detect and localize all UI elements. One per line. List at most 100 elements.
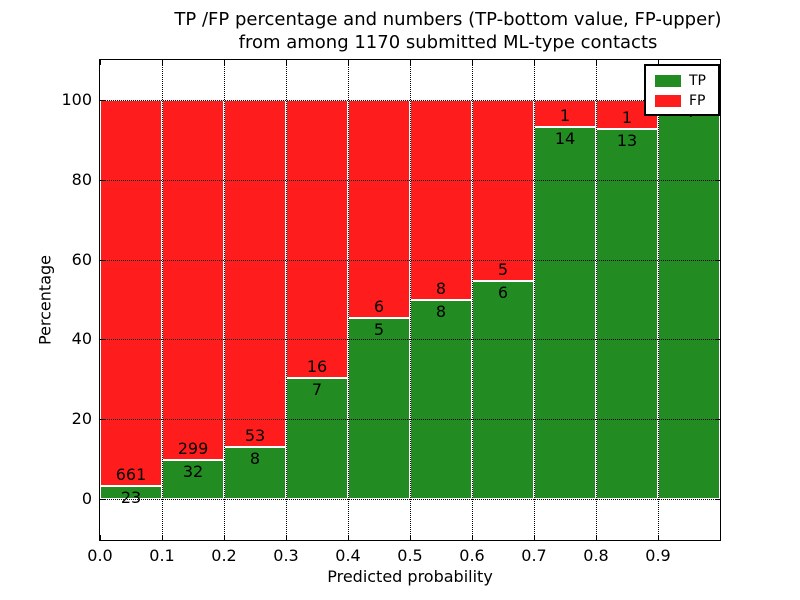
x-tick-label: 0.6 <box>459 546 485 565</box>
chart-title: TP /FP percentage and numbers (TP-bottom… <box>98 8 798 54</box>
fp-count-label: 1 <box>559 105 571 125</box>
chart-title-line2: from among 1170 submitted ML-type contac… <box>238 32 658 53</box>
x-tick-mark <box>534 535 535 540</box>
x-tick-mark <box>286 535 287 540</box>
chart-title-line1: TP /FP percentage and numbers (TP-bottom… <box>174 9 722 30</box>
x-tick-mark <box>472 535 473 540</box>
x-tick-mark <box>658 535 659 540</box>
y-tick-mark <box>100 339 105 341</box>
x-gridline <box>596 60 597 540</box>
x-tick-mark <box>162 60 163 65</box>
tp-count-label: 13 <box>616 130 638 150</box>
fp-count-label: 53 <box>244 425 266 445</box>
y-tick-label: 0 <box>81 489 92 508</box>
x-gridline <box>658 60 659 540</box>
fp-bar <box>162 100 224 461</box>
y-tick-mark <box>100 179 105 181</box>
x-tick-label: 0.8 <box>583 546 609 565</box>
tp-bar <box>100 485 162 499</box>
tp-bar <box>472 281 534 499</box>
y-tick-mark <box>715 419 720 421</box>
legend: TP FP <box>644 64 720 116</box>
x-tick-mark <box>596 60 597 65</box>
fp-count-label: 16 <box>306 356 328 376</box>
y-tick-label: 40 <box>71 329 92 349</box>
fp-count-label: 8 <box>435 278 447 298</box>
fp-count-label: 6 <box>373 296 385 316</box>
tp-count-label: 23 <box>120 487 142 507</box>
legend-item-fp: FP <box>646 91 718 111</box>
y-tick-mark <box>715 339 720 341</box>
tp-bar <box>162 460 224 499</box>
y-tick-label: 20 <box>71 409 92 429</box>
y-tick-mark <box>715 259 720 261</box>
y-tick-mark <box>100 259 105 261</box>
x-tick-label: 0.2 <box>211 546 237 565</box>
tp-count-label: 32 <box>182 462 204 482</box>
fp-count-label: 1 <box>621 107 633 127</box>
x-tick-mark <box>162 535 163 540</box>
y-tick-label: 100 <box>61 90 92 109</box>
fp-bar <box>410 100 472 300</box>
x-gridline <box>286 60 287 540</box>
x-tick-label: 0.9 <box>645 546 671 565</box>
fp-bar <box>286 100 348 378</box>
x-tick-mark <box>100 535 101 540</box>
y-tick-label: 60 <box>71 249 92 269</box>
x-tick-label: 0.4 <box>335 546 361 565</box>
x-tick-mark <box>534 60 535 65</box>
x-tick-mark <box>224 60 225 65</box>
tp-count-label: 5 <box>373 319 385 339</box>
fp-bar <box>348 100 410 318</box>
y-tick-mark <box>100 419 105 421</box>
fp-count-label: 661 <box>115 464 147 484</box>
fp-bar <box>472 100 534 282</box>
legend-label: TP <box>689 73 706 89</box>
tp-count-label: 8 <box>435 301 447 321</box>
x-gridline <box>224 60 225 540</box>
legend-label: FP <box>689 93 706 109</box>
tp-bar <box>286 377 348 499</box>
tp-bar <box>534 126 596 499</box>
plot-area: 66123299325381676588561141134 <box>99 59 721 541</box>
legend-item-tp: TP <box>646 71 718 91</box>
tp-legend-swatch <box>655 75 681 87</box>
y-tick-mark <box>100 100 105 101</box>
x-tick-mark <box>410 535 411 540</box>
x-tick-mark <box>596 535 597 540</box>
x-gridline <box>410 60 411 540</box>
x-tick-mark <box>100 60 101 65</box>
tp-count-label: 14 <box>554 128 576 148</box>
y-tick-mark <box>715 179 720 181</box>
tp-count-label: 7 <box>311 379 323 399</box>
x-tick-mark <box>658 60 659 65</box>
tp-bar <box>658 100 720 499</box>
x-tick-label: 0.5 <box>397 546 423 565</box>
x-tick-mark <box>348 60 349 65</box>
x-gridline <box>472 60 473 540</box>
x-tick-label: 0.1 <box>149 546 175 565</box>
x-tick-label: 0.3 <box>273 546 299 565</box>
x-tick-label: 0.7 <box>521 546 547 565</box>
fp-count-label: 5 <box>497 260 509 280</box>
x-tick-label: 0.0 <box>87 546 113 565</box>
tp-bar <box>348 317 410 499</box>
tp-bar <box>596 128 658 499</box>
y-tick-label: 80 <box>71 169 92 189</box>
y-tick-mark <box>715 499 720 500</box>
x-axis-label: Predicted probability <box>327 567 493 586</box>
fp-legend-swatch <box>655 95 681 107</box>
tp-count-label: 8 <box>249 448 261 468</box>
x-gridline <box>348 60 349 540</box>
y-tick-mark <box>100 499 105 500</box>
fp-count-label: 299 <box>177 439 209 459</box>
x-tick-mark <box>472 60 473 65</box>
tp-bar <box>410 299 472 499</box>
x-tick-mark <box>410 60 411 65</box>
x-gridline <box>162 60 163 540</box>
x-tick-mark <box>224 535 225 540</box>
fp-bar <box>100 100 162 486</box>
x-gridline <box>534 60 535 540</box>
x-tick-mark <box>286 60 287 65</box>
